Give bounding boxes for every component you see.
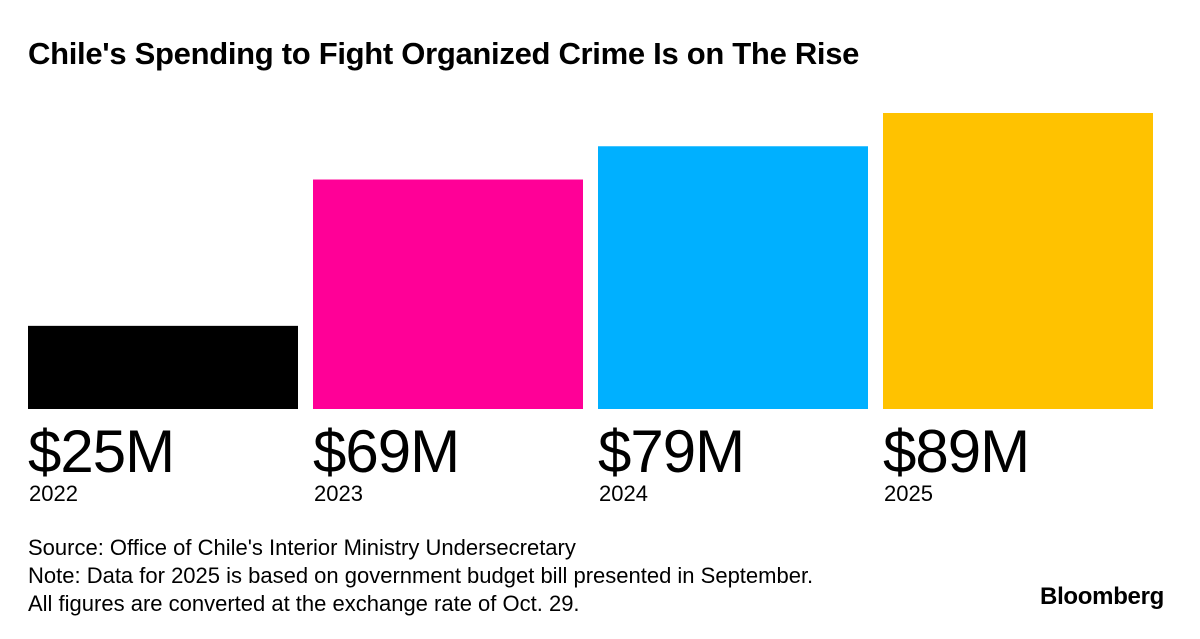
bar-2024 [598,146,868,409]
category-label-2025: 2025 [884,481,933,506]
bar-2023 [313,179,583,409]
category-label-2024: 2024 [599,481,648,506]
bar-2025 [883,113,1153,409]
value-label-2022: $25M [28,418,174,485]
category-label-2022: 2022 [29,481,78,506]
chart-title: Chile's Spending to Fight Organized Crim… [28,36,860,71]
bloomberg-logo: Bloomberg [1040,583,1164,610]
conversion-note: All figures are converted at the exchang… [28,591,580,616]
category-label-2023: 2023 [314,481,363,506]
chart-footer: Source: Office of Chile's Interior Minis… [28,534,813,618]
value-label-2024: $79M [598,418,744,485]
source-note: Source: Office of Chile's Interior Minis… [28,535,576,560]
bar-2022 [28,325,298,409]
value-label-2025: $89M [883,418,1029,485]
value-label-2023: $69M [313,418,459,485]
data-note: Note: Data for 2025 is based on governme… [28,563,814,588]
